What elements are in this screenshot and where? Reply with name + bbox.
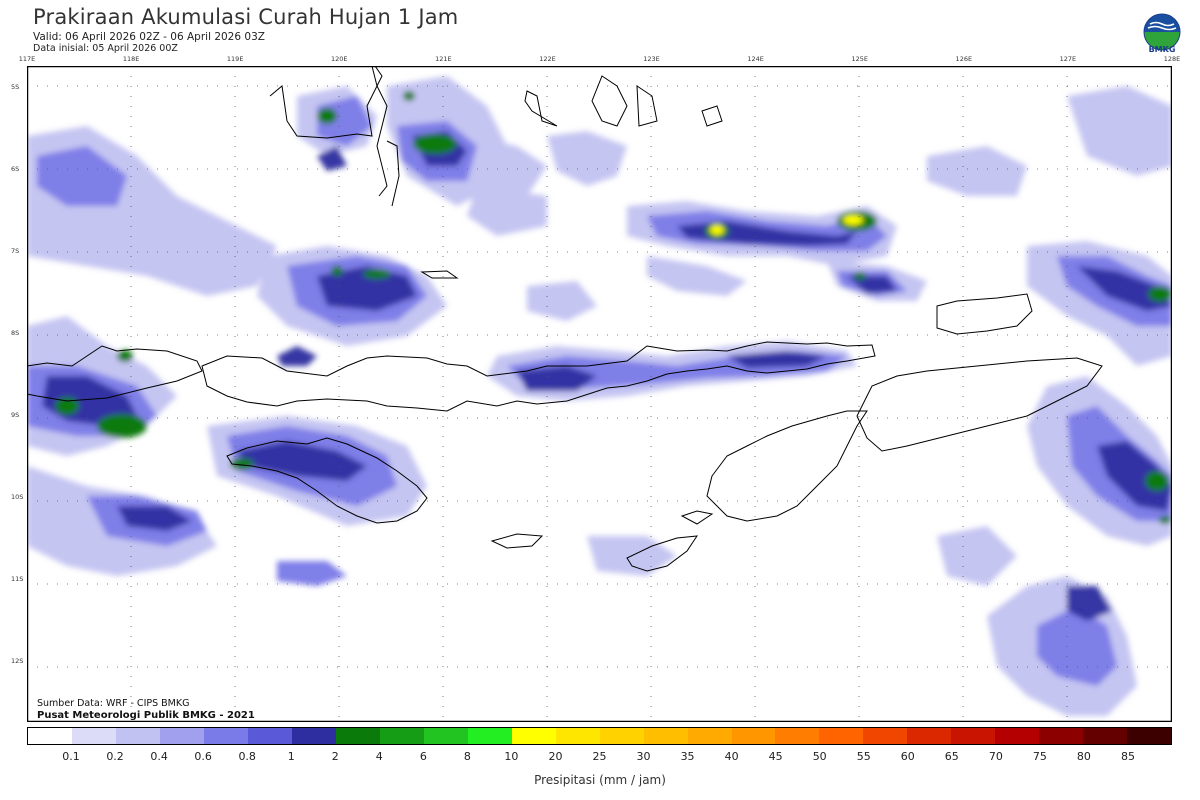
colorbar-tick-label: 30 (636, 750, 651, 763)
colorbar-tick-label: 8 (463, 750, 471, 763)
precipitation-field (27, 76, 1172, 716)
latitude-label: 5S (11, 82, 20, 91)
latitude-label: 11S (11, 574, 24, 583)
longitude-label: 125E (851, 55, 868, 63)
colorbar-tick-label: 80 (1076, 750, 1091, 763)
colorbar-tick-label: 25 (592, 750, 607, 763)
colorbar-swatch (203, 728, 248, 744)
longitude-label: 122E (539, 55, 556, 63)
colorbar-title: Presipitasi (mm / jam) (534, 773, 666, 787)
colorbar-swatch (951, 728, 996, 744)
longitude-label: 128E (1163, 55, 1181, 63)
colorbar-tick-label: 2 (331, 750, 339, 763)
longitude-label: 120E (331, 55, 348, 63)
colorbar-swatch (159, 728, 204, 744)
colorbar-tick-label: 20 (548, 750, 563, 763)
colorbar-swatch (907, 728, 952, 744)
colorbar-swatch (599, 728, 644, 744)
colorbar-tick-label: 0.4 (150, 750, 168, 763)
colorbar-tick-label: 45 (768, 750, 783, 763)
colorbar-tick-label: 10 (504, 750, 519, 763)
bmkg-logo-text: BMKG (1148, 45, 1176, 54)
colorbar-tick-label: 60 (900, 750, 915, 763)
latitude-label: 7S (11, 246, 20, 255)
colorbar-swatch (71, 728, 116, 744)
colorbar-tick-label: 4 (375, 750, 383, 763)
longitude-label: 127E (1059, 55, 1077, 63)
graticule (27, 66, 1172, 722)
colorbar-tick-label: 70 (988, 750, 1003, 763)
colorbar-swatch (687, 728, 732, 744)
colorbar-swatch (379, 728, 424, 744)
colorbar-tick-label: 35 (680, 750, 695, 763)
colorbar (27, 727, 1172, 745)
colorbar-swatch (423, 728, 468, 744)
longitude-label: 118E (122, 55, 140, 63)
map-title: Prakiraan Akumulasi Curah Hujan 1 Jam (33, 5, 459, 29)
longitude-label: 124E (747, 55, 764, 63)
longitude-label: 119E (226, 55, 244, 63)
colorbar-tick-label: 6 (419, 750, 427, 763)
precipitation-map (27, 66, 1172, 722)
colorbar-tick-label: 55 (856, 750, 871, 763)
longitude-label: 123E (643, 55, 660, 63)
colorbar-swatch (643, 728, 688, 744)
colorbar-tick-label: 0.2 (106, 750, 124, 763)
colorbar-swatch (115, 728, 160, 744)
colorbar-tick-label: 1 (287, 750, 295, 763)
colorbar-swatch (555, 728, 600, 744)
colorbar-tick-label: 40 (724, 750, 739, 763)
latitude-label: 9S (11, 410, 20, 419)
colorbar-swatch (1083, 728, 1128, 744)
colorbar-tick-label: 85 (1120, 750, 1135, 763)
colorbar-tick-label: 0.8 (238, 750, 256, 763)
colorbar-swatch (467, 728, 512, 744)
valid-period: Valid: 06 April 2026 02Z - 06 April 2026… (33, 31, 265, 43)
colorbar-tick-label: 0.6 (194, 750, 212, 763)
colorbar-swatch (335, 728, 380, 744)
longitude-label: 121E (435, 55, 452, 63)
colorbar-swatch (247, 728, 292, 744)
colorbar-swatch (291, 728, 336, 744)
latitude-label: 10S (11, 492, 24, 501)
latitude-label: 8S (11, 328, 20, 337)
colorbar-tick-label: 75 (1032, 750, 1047, 763)
colorbar-tick-label: 65 (944, 750, 959, 763)
colorbar-swatch (1039, 728, 1084, 744)
latitude-label: 6S (11, 164, 20, 173)
colorbar-swatch (819, 728, 864, 744)
colorbar-tick-label: 0.1 (62, 750, 80, 763)
longitude-label: 117E (18, 55, 36, 63)
colorbar-swatch (511, 728, 556, 744)
initial-data-time: Data inisial: 05 April 2026 00Z (33, 43, 178, 54)
latitude-label: 12S (11, 656, 24, 665)
colorbar-swatch (775, 728, 820, 744)
coastlines (27, 66, 1103, 572)
colorbar-swatch (1127, 728, 1172, 744)
colorbar-swatch (863, 728, 908, 744)
colorbar-swatch (995, 728, 1040, 744)
colorbar-swatch (731, 728, 776, 744)
bmkg-logo-icon (1143, 13, 1181, 51)
longitude-label: 126E (955, 55, 973, 63)
credit-line: Pusat Meteorologi Publik BMKG - 2021 (37, 710, 255, 721)
colorbar-swatch (28, 728, 72, 744)
colorbar-tick-label: 50 (812, 750, 827, 763)
data-source: Sumber Data: WRF - CIPS BMKG (37, 698, 190, 709)
